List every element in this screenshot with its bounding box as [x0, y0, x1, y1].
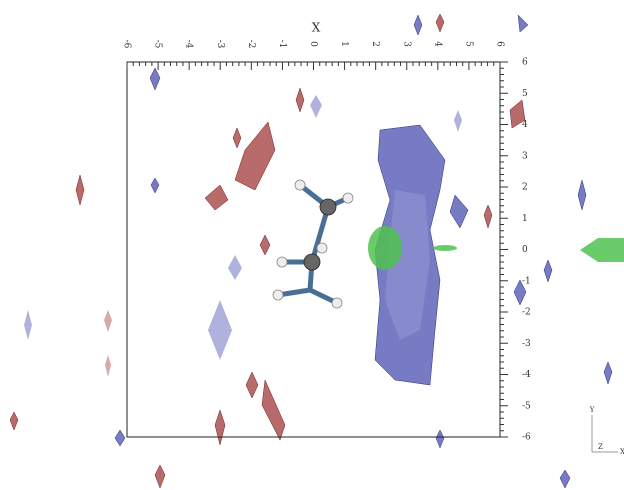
red-surface [214, 409, 226, 446]
red-surface [295, 87, 305, 113]
atom [303, 253, 321, 271]
bond [309, 204, 331, 265]
isosurfaces [9, 13, 624, 489]
blue-surface [513, 279, 527, 306]
blue-surface [454, 110, 462, 132]
blue-surface [517, 14, 529, 33]
x-tick-label: 2 [370, 41, 380, 47]
x-tick-label: 6 [495, 41, 505, 47]
blue-surface [449, 194, 469, 229]
red-surface [9, 411, 19, 431]
x-axis-label: X [312, 21, 321, 35]
y-tick-label: -5 [522, 401, 531, 411]
triad-label: Y [589, 406, 595, 414]
blue-surface [543, 259, 553, 283]
red-surface [234, 121, 276, 191]
x-tick-label: 0 [308, 41, 318, 47]
y-tick-label: 6 [522, 58, 528, 68]
red-surface [204, 184, 229, 211]
blue-surface [150, 177, 160, 194]
red-surface [261, 379, 286, 441]
red-surface [105, 355, 111, 377]
blue-surface [385, 190, 430, 340]
atom [272, 289, 284, 301]
x-tick-label: 4 [432, 41, 442, 47]
y-tick-label: -3 [522, 339, 531, 349]
green-surface [580, 238, 624, 262]
blue-surface [413, 14, 423, 36]
blue-surface [310, 95, 322, 118]
green-surface [368, 226, 402, 270]
red-surface [483, 204, 493, 229]
y-tick-label: 2 [522, 183, 528, 193]
atom [342, 192, 354, 204]
axis-triad: Y Z X [589, 406, 624, 456]
blue-surface [559, 469, 571, 489]
red-surface [154, 464, 166, 489]
y-tick-label: 0 [522, 245, 528, 255]
y-tick-label: 5 [522, 89, 528, 99]
molecule [272, 179, 354, 309]
blue-surface [24, 310, 32, 340]
x-tick-label: -6 [122, 40, 132, 49]
y-tick-label: 4 [522, 120, 528, 130]
red-surface [435, 13, 445, 33]
triad-label: Z [598, 443, 603, 451]
atom [331, 297, 343, 309]
x-tick-label: -2 [246, 40, 256, 49]
red-surface [259, 234, 271, 256]
triad-label: X [620, 448, 624, 456]
y-tick-label: 3 [522, 151, 528, 161]
red-surface [75, 174, 85, 206]
blue-surface [228, 255, 242, 280]
red-surface [104, 310, 112, 332]
atom [319, 198, 337, 216]
atom [316, 242, 328, 254]
x-tick-label: -4 [184, 40, 194, 49]
blue-surface [435, 429, 445, 449]
x-tick-label: 3 [401, 41, 411, 47]
atom [294, 179, 306, 191]
x-tick-label: -5 [153, 40, 163, 49]
red-surface [232, 127, 242, 149]
y-tick-label: -2 [522, 308, 531, 318]
atom [276, 256, 288, 268]
y-tick-label: -4 [522, 370, 531, 380]
x-tick-label: 5 [463, 41, 473, 47]
blue-surface [149, 67, 161, 91]
x-tick-label: -1 [277, 40, 287, 49]
x-tick-label: -3 [215, 40, 225, 49]
x-tick-label: 1 [339, 41, 349, 47]
blue-surface [208, 300, 232, 360]
green-surface [433, 245, 457, 251]
blue-surface [114, 429, 126, 447]
blue-surface [577, 179, 587, 211]
red-surface [509, 99, 526, 129]
y-tick-label: 1 [522, 214, 528, 224]
red-surface [245, 371, 259, 399]
y-tick-label: -6 [522, 433, 531, 443]
y-tick-label: -1 [522, 276, 531, 286]
blue-surface [603, 361, 613, 385]
